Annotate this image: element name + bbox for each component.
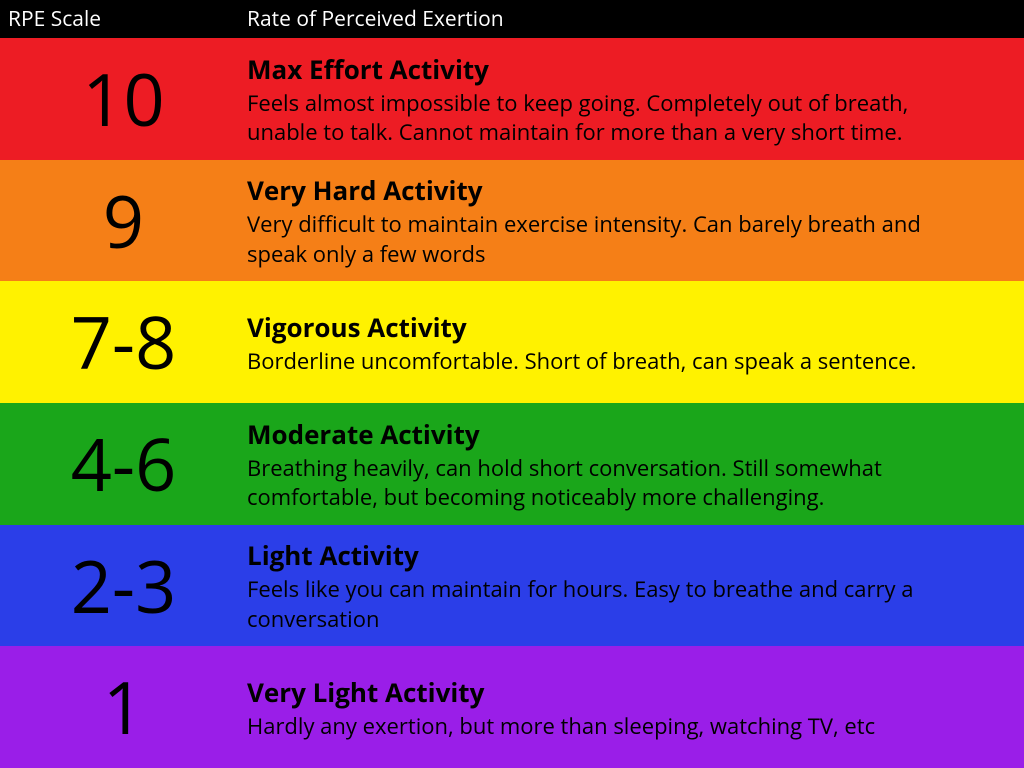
scale-number: 10	[0, 38, 247, 160]
scale-row: 7-8Vigorous ActivityBorderline uncomfort…	[0, 281, 1024, 403]
scale-description: Breathing heavily, can hold short conver…	[247, 454, 974, 512]
scale-title: Light Activity	[247, 537, 974, 573]
scale-row: 9Very Hard ActivityVery difficult to mai…	[0, 160, 1024, 282]
scale-row: 1Very Light ActivityHardly any exertion,…	[0, 646, 1024, 768]
scale-description-block: Moderate ActivityBreathing heavily, can …	[247, 403, 1024, 525]
scale-row: 4-6Moderate ActivityBreathing heavily, c…	[0, 403, 1024, 525]
scale-number: 4-6	[0, 403, 247, 525]
rows-wrapper: 10Max Effort ActivityFeels almost imposs…	[0, 38, 1024, 768]
scale-title: Moderate Activity	[247, 416, 974, 452]
scale-number: 2-3	[0, 525, 247, 647]
header-left: RPE Scale	[0, 5, 247, 33]
scale-row: 10Max Effort ActivityFeels almost imposs…	[0, 38, 1024, 160]
scale-title: Vigorous Activity	[247, 309, 974, 345]
scale-title: Very Light Activity	[247, 674, 974, 710]
scale-row: 2-3Light ActivityFeels like you can main…	[0, 525, 1024, 647]
scale-description: Very difficult to maintain exercise inte…	[247, 210, 974, 268]
scale-description: Feels almost impossible to keep going. C…	[247, 89, 974, 147]
scale-description-block: Very Light ActivityHardly any exertion, …	[247, 646, 1024, 768]
scale-description-block: Light ActivityFeels like you can maintai…	[247, 525, 1024, 647]
scale-description: Borderline uncomfortable. Short of breat…	[247, 347, 974, 376]
scale-description-block: Max Effort ActivityFeels almost impossib…	[247, 38, 1024, 160]
rpe-scale-container: RPE Scale Rate of Perceived Exertion 10M…	[0, 0, 1024, 768]
header-right: Rate of Perceived Exertion	[247, 5, 1024, 33]
scale-number: 9	[0, 160, 247, 282]
header-row: RPE Scale Rate of Perceived Exertion	[0, 0, 1024, 38]
scale-description: Feels like you can maintain for hours. E…	[247, 575, 974, 633]
scale-title: Max Effort Activity	[247, 51, 974, 87]
scale-number: 1	[0, 646, 247, 768]
scale-number: 7-8	[0, 281, 247, 403]
scale-description-block: Vigorous ActivityBorderline uncomfortabl…	[247, 281, 1024, 403]
scale-description-block: Very Hard ActivityVery difficult to main…	[247, 160, 1024, 282]
scale-title: Very Hard Activity	[247, 172, 974, 208]
scale-description: Hardly any exertion, but more than sleep…	[247, 712, 974, 741]
